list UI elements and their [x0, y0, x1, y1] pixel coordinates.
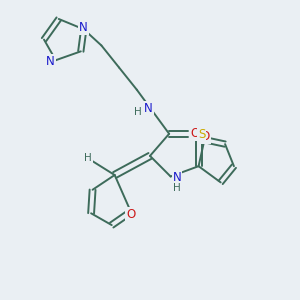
Text: N: N	[173, 171, 182, 184]
Text: O: O	[126, 208, 136, 221]
Text: N: N	[144, 102, 153, 115]
Text: N: N	[46, 55, 55, 68]
Text: H: H	[173, 183, 181, 193]
Text: N: N	[80, 21, 88, 34]
Text: O: O	[190, 127, 200, 140]
Text: S: S	[198, 128, 205, 141]
Text: H: H	[84, 153, 92, 163]
Text: O: O	[200, 130, 210, 143]
Text: H: H	[134, 107, 142, 117]
